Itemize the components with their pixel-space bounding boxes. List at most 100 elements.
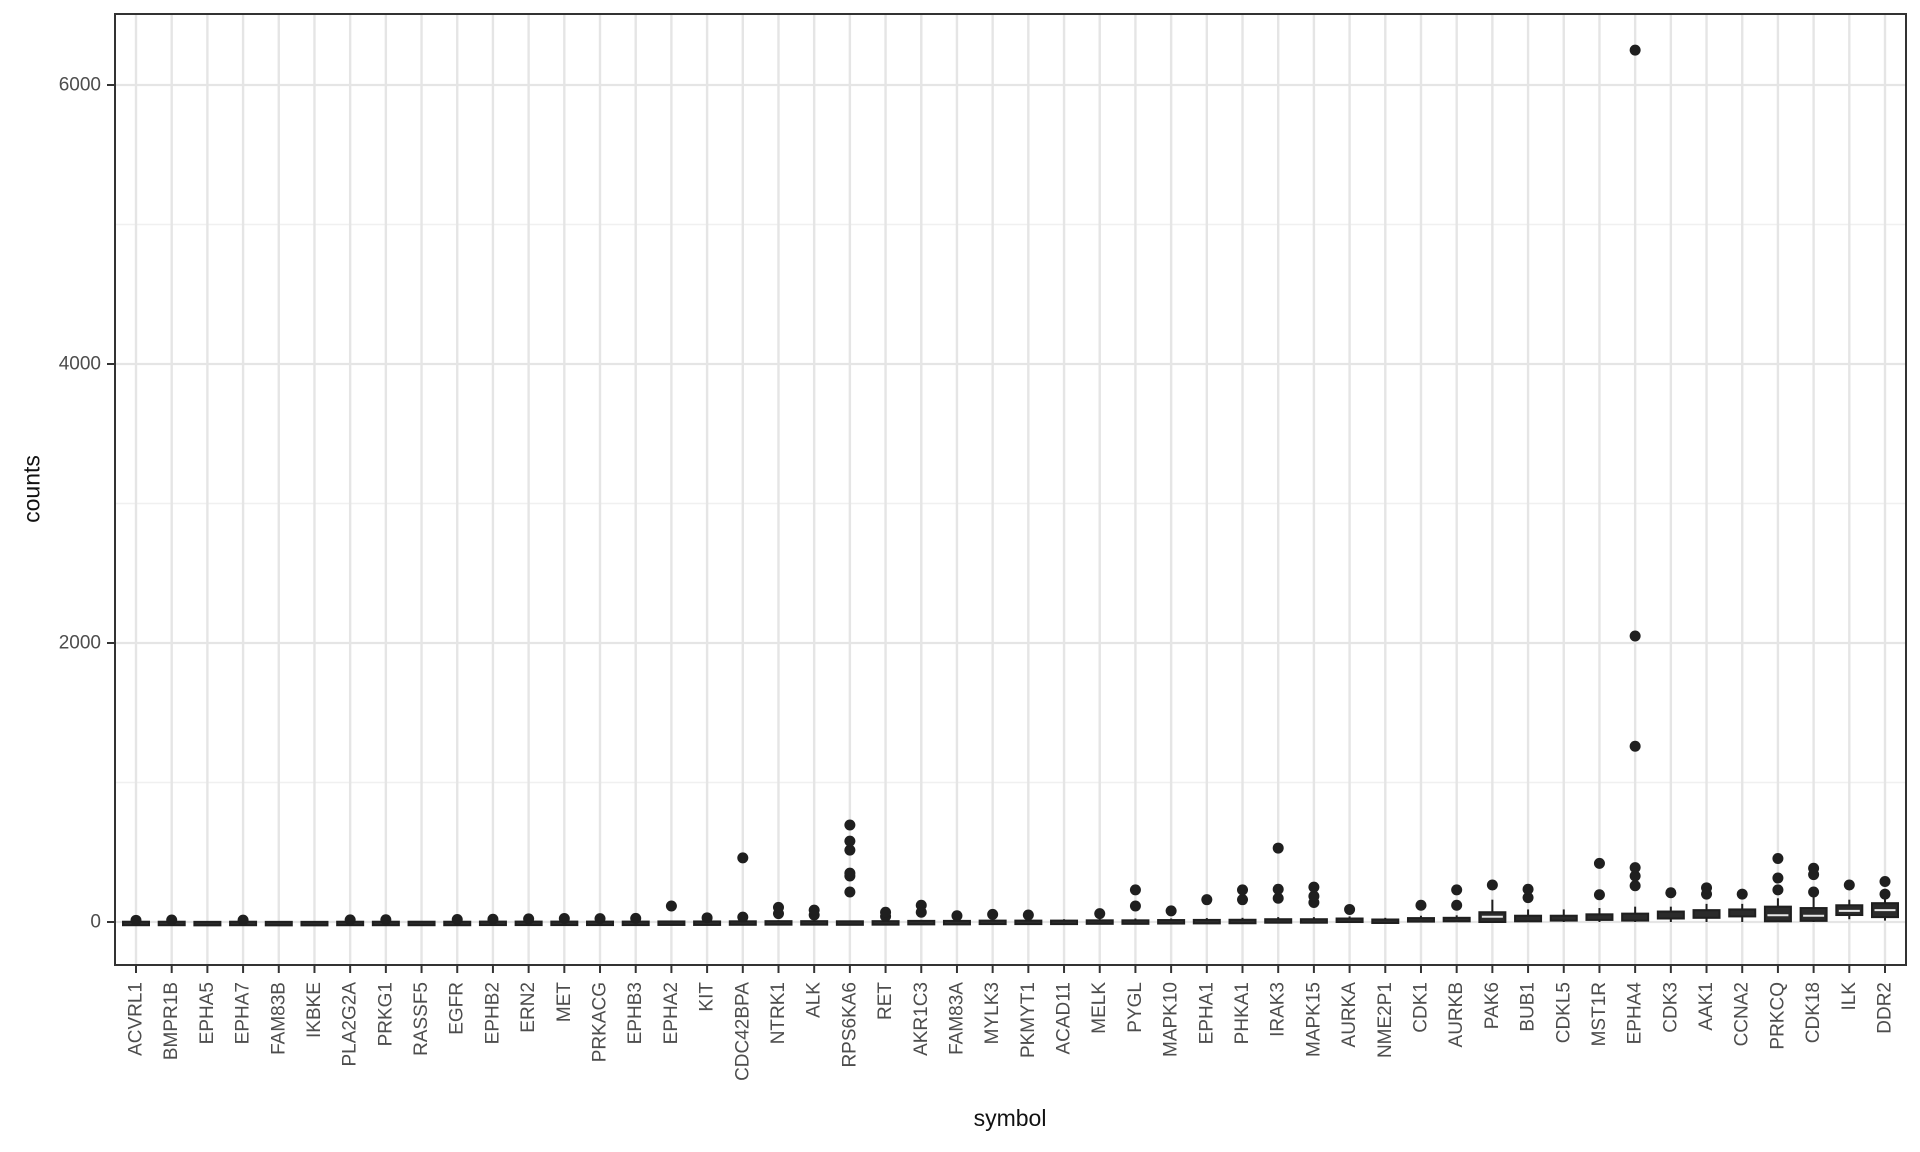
y-tick-label: 6000 [59, 75, 101, 96]
x-axis-title: symbol [973, 1105, 1047, 1131]
boxplot-MAPK15 [1299, 881, 1328, 924]
boxplot-AKR1C3 [907, 899, 936, 926]
x-tick-label: AURKB [1446, 982, 1467, 1047]
boxplot-MST1R [1585, 857, 1614, 922]
x-tick-label: RET [875, 982, 896, 1020]
boxplot-EPHA4 [1621, 44, 1650, 922]
box [1264, 918, 1293, 924]
box [1763, 905, 1792, 923]
boxplot-NME2P1 [1371, 917, 1400, 924]
outlier-point [237, 914, 249, 926]
outlier-point [1629, 870, 1641, 882]
plot-panel [115, 14, 1906, 965]
box [1406, 917, 1435, 923]
outlier-point [1272, 883, 1284, 895]
outlier-point [1415, 899, 1427, 911]
outlier-point [1772, 853, 1784, 865]
x-tick-label: EPHB3 [625, 982, 646, 1044]
box [1549, 914, 1578, 922]
boxplot-PAK6 [1478, 879, 1507, 923]
x-tick-label: EPHA2 [661, 982, 682, 1044]
x-tick-label: ILK [1839, 982, 1860, 1011]
boxplot-PYGL [1121, 884, 1150, 925]
box [764, 920, 793, 926]
x-tick-label: CDC42BPA [732, 982, 753, 1081]
outlier-point [1272, 892, 1284, 904]
box [1728, 908, 1757, 918]
box [1157, 919, 1186, 925]
outlier-point [1808, 886, 1820, 898]
box [942, 919, 971, 926]
x-tick-label: CDK1 [1410, 982, 1431, 1033]
boxplot-PKMYT1 [1014, 909, 1043, 926]
y-axis-title: counts [18, 455, 45, 523]
outlier-point [665, 900, 677, 912]
boxplot-CDK1 [1406, 899, 1435, 923]
grid-major-vertical [134, 14, 1887, 965]
boxplot-ERN2 [514, 913, 543, 927]
box [1121, 919, 1150, 925]
outlier-point [1772, 872, 1784, 884]
boxplot-PLA2G2A [336, 914, 365, 927]
x-tick-label: ACAD11 [1054, 982, 1075, 1055]
box [300, 920, 329, 927]
x-tick-label: BMPR1B [161, 982, 182, 1060]
x-tick-label: RASSF5 [411, 982, 432, 1056]
boxplot-AURKB [1442, 884, 1471, 923]
box [1085, 919, 1114, 925]
boxplot-AAK1 [1692, 882, 1721, 922]
outlier-point [1451, 899, 1463, 911]
boxplot-IKBKE [300, 920, 329, 927]
boxplot-RPS6KA6 [835, 819, 864, 926]
outlier-point [1701, 882, 1713, 894]
outlier-point [1629, 880, 1641, 892]
outlier-point [1129, 884, 1141, 896]
outlier-point [1808, 862, 1820, 874]
outlier-point [808, 904, 820, 916]
outlier-point [1094, 908, 1106, 920]
boxplot-RASSF5 [407, 920, 436, 927]
boxplot-KIT [693, 912, 722, 926]
boxplot-CDKL5 [1549, 909, 1578, 922]
outlier-point [1843, 879, 1855, 891]
boxplot-ALK [800, 904, 829, 926]
x-tick-label: PLA2G2A [340, 982, 361, 1067]
box [1799, 907, 1828, 922]
outlier-point [1522, 883, 1534, 895]
outlier-point [1344, 903, 1356, 915]
boxplot-ILK [1835, 879, 1864, 920]
box [1228, 918, 1257, 925]
x-tick-label: CDKL5 [1553, 982, 1574, 1043]
outlier-point [594, 913, 606, 925]
boxplot-CDC42BPA [728, 852, 757, 926]
boxplot-PRKCQ [1763, 853, 1792, 923]
grid-minor-horizontal [115, 223, 1906, 784]
boxplot-CCNA2 [1728, 888, 1757, 922]
outlier-point [523, 913, 535, 925]
x-tick-label: AKR1C3 [911, 982, 932, 1056]
boxplot-FAM83A [942, 910, 971, 926]
outlier-point [1879, 876, 1891, 888]
boxplot-CDK3 [1656, 887, 1685, 922]
boxplot-EPHB2 [478, 913, 507, 927]
x-tick-label: EPHB2 [482, 982, 503, 1044]
outlier-point [1308, 881, 1320, 893]
outlier-point [1629, 862, 1641, 874]
x-tick-label: ACVRL1 [126, 982, 147, 1056]
box [657, 920, 686, 926]
box [800, 920, 829, 926]
outlier-point [1772, 884, 1784, 896]
x-tick-label: AAK1 [1696, 982, 1717, 1031]
x-tick-label: MST1R [1589, 982, 1610, 1046]
y-tick-label: 0 [90, 912, 101, 933]
outlier-point [1665, 887, 1677, 899]
box [264, 920, 293, 927]
x-tick-label: RPS6KA6 [839, 982, 860, 1068]
outlier-point [1201, 894, 1213, 906]
outlier-point [772, 901, 784, 913]
outlier-point [1629, 44, 1641, 56]
x-tick-label: PRKG1 [375, 982, 396, 1046]
outlier-point [844, 819, 856, 831]
outlier-point [844, 844, 856, 856]
x-tick-label: PKMYT1 [1018, 982, 1039, 1058]
